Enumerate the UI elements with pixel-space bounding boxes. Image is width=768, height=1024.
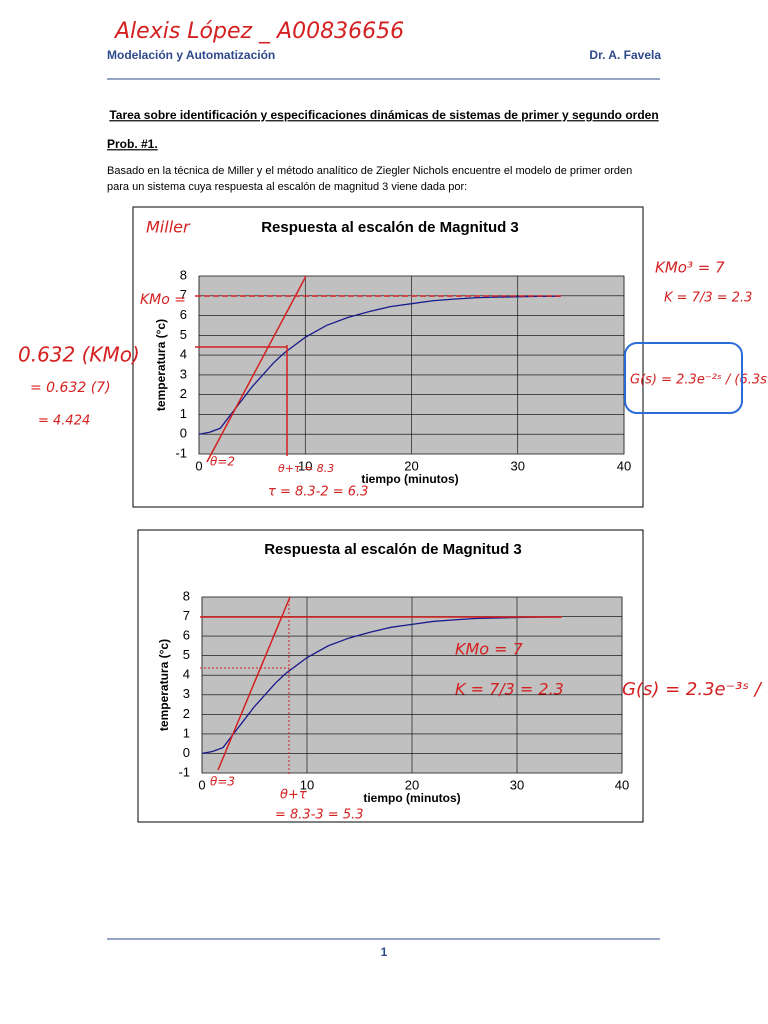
y-tick-label: 5 — [180, 327, 187, 342]
handwritten-note: θ+τ — [280, 788, 307, 803]
handwritten-note: = 8.3-3 = 5.3 — [275, 808, 364, 823]
problem-text: para un sistema cuya respuesta al escaló… — [107, 181, 467, 193]
x-tick-label: 40 — [615, 777, 629, 792]
y-tick-label: 0 — [183, 745, 190, 760]
x-axis-label: tiempo (minutos) — [363, 791, 460, 805]
problem-label: Prob. #1. — [107, 137, 158, 151]
handwritten-note: KMo = — [140, 292, 186, 308]
y-tick-label: -1 — [178, 764, 190, 779]
handwritten-note: = 4.424 — [38, 414, 90, 429]
y-tick-label: 1 — [183, 725, 190, 740]
y-tick-label: 3 — [180, 366, 187, 381]
author: Alexis López _ A00836656 — [113, 19, 404, 44]
chart-title: Respuesta al escalón de Magnitud 3 — [261, 219, 519, 236]
y-tick-label: 6 — [183, 628, 190, 643]
y-tick-label: 7 — [183, 608, 190, 623]
y-tick-label: 2 — [180, 386, 187, 401]
y-tick-label: 8 — [180, 267, 187, 282]
y-tick-label: 6 — [180, 307, 187, 322]
x-tick-label: 30 — [511, 458, 525, 473]
x-axis-label: tiempo (minutos) — [361, 472, 458, 486]
y-tick-label: 3 — [183, 686, 190, 701]
doc-title: Tarea sobre identificación y especificac… — [109, 108, 658, 122]
handwritten-note: KMo³ = 7 — [655, 259, 725, 277]
y-tick-label: 4 — [183, 667, 190, 682]
response-curve — [201, 616, 560, 755]
y-tick-label: 8 — [183, 588, 190, 603]
page-number: 1 — [381, 945, 388, 959]
y-tick-label: 2 — [183, 706, 190, 721]
x-tick-label: 0 — [198, 777, 205, 792]
y-tick-label: 7 — [180, 287, 187, 302]
y-axis-label: temperatura (°c) — [154, 319, 168, 411]
y-axis-label: temperatura (°c) — [157, 639, 171, 731]
x-tick-label: 0 — [195, 458, 202, 473]
handwritten-note: K = 7/3 = 2.3 — [664, 291, 752, 306]
y-tick-label: 5 — [183, 647, 190, 662]
handwritten-note: KMo = 7 — [455, 640, 524, 659]
problem-text: Basado en la técnica de Miller y el méto… — [107, 165, 632, 177]
x-tick-label: 30 — [510, 777, 524, 792]
handwritten-note: G(s) = 2.3e⁻³ˢ / (5.3s + 1) — [622, 679, 768, 700]
x-tick-label: 20 — [405, 777, 419, 792]
handwritten-note: K = 7/3 = 2.3 — [455, 680, 564, 699]
handwritten-note: G(s) = 2.3e⁻²ˢ / (6.3s + 1) — [630, 373, 768, 388]
x-tick-label: 40 — [617, 458, 631, 473]
handwritten-note: θ+τ = 8.3 — [278, 462, 334, 475]
handwritten-note: = 0.632 (7) — [30, 380, 111, 396]
handwritten-note: θ=3 — [210, 775, 235, 789]
y-tick-label: 0 — [180, 426, 187, 441]
y-tick-label: -1 — [175, 445, 187, 460]
handwritten-note: θ=2 — [210, 455, 235, 469]
handwritten-note: 0.632 (KMo) — [18, 343, 140, 367]
hand-lines — [195, 275, 562, 775]
highlight-box — [624, 342, 743, 414]
x-tick-label: 10 — [298, 458, 312, 473]
x-tick-label: 10 — [300, 777, 314, 792]
y-tick-label: 4 — [180, 347, 187, 362]
chart-title: Respuesta al escalón de Magnitud 3 — [264, 541, 522, 558]
course: Modelación y Automatización — [107, 48, 275, 62]
x-tick-label: 20 — [404, 458, 418, 473]
y-tick-label: 1 — [180, 406, 187, 421]
handwritten-note: τ = 8.3-2 = 6.3 — [268, 485, 368, 500]
handwritten-note: Miller — [146, 218, 191, 237]
instructor: Dr. A. Favela — [589, 48, 661, 62]
